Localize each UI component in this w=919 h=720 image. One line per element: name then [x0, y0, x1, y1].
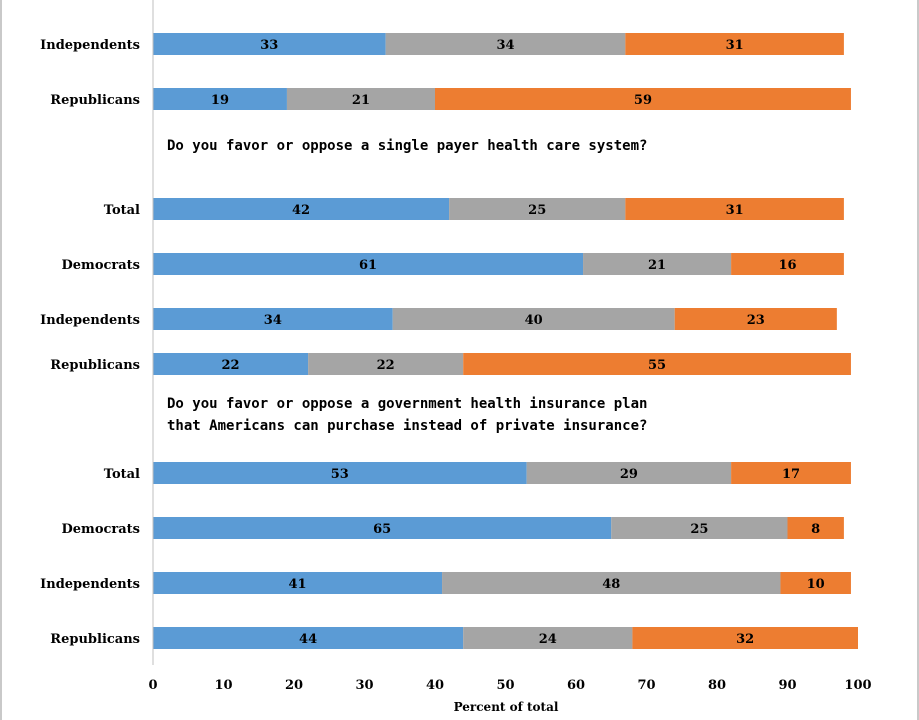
data-label: 25	[690, 522, 708, 537]
category-label: Total	[104, 203, 140, 218]
data-label: 17	[782, 467, 800, 482]
bar-segment-oppose	[674, 308, 837, 330]
bar-segment-oppose	[731, 462, 851, 484]
labels-layer: Independents 33 34 31 Republicans 19 21 59 Do yo…	[40, 38, 825, 647]
bar-segment-oppose	[625, 198, 844, 220]
data-label: 44	[299, 632, 317, 647]
x-tick-label: 50	[496, 678, 514, 693]
x-axis-title: Percent of total	[454, 700, 559, 714]
data-label: 31	[726, 203, 744, 218]
category-label: Total	[104, 467, 140, 482]
x-axis-ticks: 0 10 20 30 40 50 60 70 80 90 100	[148, 678, 871, 693]
data-label: 21	[648, 258, 666, 273]
x-tick-label: 10	[214, 678, 232, 693]
bar-segment-oppose	[731, 253, 844, 275]
bars-layer	[153, 33, 858, 649]
category-label: Independents	[40, 577, 140, 592]
x-tick-label: 90	[778, 678, 796, 693]
bar-segment-neither	[583, 253, 732, 275]
data-label: 61	[359, 258, 377, 273]
data-label: 21	[352, 93, 370, 108]
bar-segment-favor	[153, 462, 527, 484]
bar-segment-oppose	[463, 353, 851, 375]
x-tick-label: 0	[148, 678, 157, 693]
x-tick-label: 30	[355, 678, 373, 693]
bar-segment-neither	[449, 198, 626, 220]
bar-segment-oppose	[780, 572, 851, 594]
x-tick-label: 100	[844, 678, 871, 693]
category-label: Republicans	[50, 93, 140, 108]
data-label: 42	[292, 203, 310, 218]
bar-segment-neither	[286, 88, 435, 110]
bar-segment-neither	[463, 627, 633, 649]
data-label: 34	[496, 38, 514, 53]
data-label: 32	[736, 632, 754, 647]
data-label: 29	[620, 467, 638, 482]
question-text: that Americans can purchase instead of p…	[167, 418, 647, 434]
question-text: Do you favor or oppose a single payer he…	[167, 138, 647, 154]
bar-segment-favor	[153, 308, 393, 330]
bar-segment-neither	[526, 462, 732, 484]
bar-segment-neither	[611, 517, 788, 539]
data-label: 65	[373, 522, 391, 537]
bar-segment-favor	[153, 253, 584, 275]
data-label: 48	[602, 577, 620, 592]
data-label: 8	[811, 522, 820, 537]
data-label: 33	[260, 38, 278, 53]
x-tick-label: 20	[285, 678, 303, 693]
category-label: Democrats	[62, 258, 140, 273]
category-label: Independents	[40, 313, 140, 328]
bar-segment-oppose	[632, 627, 858, 649]
bar-segment-oppose	[787, 517, 844, 539]
x-tick-label: 40	[426, 678, 444, 693]
bar-segment-oppose	[625, 33, 844, 55]
data-label: 40	[525, 313, 543, 328]
bar-segment-neither	[308, 353, 464, 375]
bar-segment-favor	[153, 627, 464, 649]
data-label: 34	[264, 313, 282, 328]
data-label: 59	[634, 93, 652, 108]
bar-segment-favor	[153, 198, 450, 220]
data-label: 10	[807, 577, 825, 592]
x-tick-label: 70	[637, 678, 655, 693]
category-label: Republicans	[50, 358, 140, 373]
bar-segment-favor	[153, 572, 443, 594]
data-label: 16	[778, 258, 796, 273]
data-label: 31	[726, 38, 744, 53]
data-label: 22	[222, 358, 240, 373]
bar-segment-favor	[153, 353, 309, 375]
bar-segment-neither	[442, 572, 781, 594]
bar-segment-neither	[385, 33, 626, 55]
data-label: 23	[747, 313, 765, 328]
category-label: Independents	[40, 38, 140, 53]
x-tick-label: 60	[567, 678, 585, 693]
bar-segment-favor	[153, 33, 386, 55]
data-label: 24	[539, 632, 557, 647]
category-label: Democrats	[62, 522, 140, 537]
question-text: Do you favor or oppose a government heal…	[167, 396, 647, 412]
x-tick-label: 80	[708, 678, 726, 693]
bar-segment-oppose	[435, 88, 851, 110]
bar-segment-neither	[392, 308, 675, 330]
bar-segment-favor	[153, 517, 612, 539]
category-label: Republicans	[50, 632, 140, 647]
data-label: 53	[331, 467, 349, 482]
data-label: 22	[377, 358, 395, 373]
data-label: 25	[528, 203, 546, 218]
data-label: 41	[288, 577, 306, 592]
data-label: 55	[648, 358, 666, 373]
data-label: 19	[211, 93, 229, 108]
bar-segment-favor	[153, 88, 287, 110]
